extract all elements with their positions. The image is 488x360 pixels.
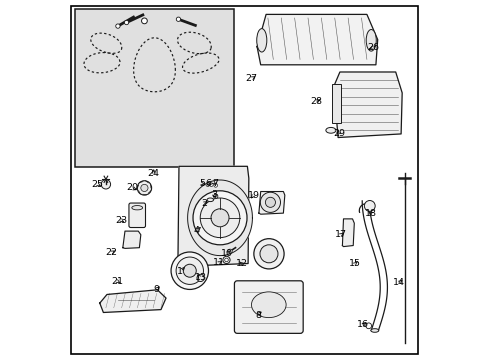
Circle shape [211,209,228,227]
Polygon shape [258,192,284,214]
Polygon shape [257,14,377,65]
Circle shape [200,198,239,238]
Circle shape [253,239,284,269]
Text: 17: 17 [334,230,346,239]
Text: 15: 15 [348,259,361,268]
Ellipse shape [132,206,142,210]
Text: 7: 7 [211,179,218,188]
Ellipse shape [325,127,335,133]
Text: 20: 20 [126,184,138,192]
Ellipse shape [256,29,266,52]
Ellipse shape [370,329,378,332]
Text: 19: 19 [247,191,259,199]
Circle shape [265,197,275,207]
Ellipse shape [251,292,285,318]
Text: 24: 24 [147,169,160,178]
Text: 12: 12 [235,259,247,268]
Ellipse shape [366,30,375,51]
Circle shape [124,21,128,25]
FancyBboxPatch shape [234,281,303,333]
Ellipse shape [206,198,213,202]
Polygon shape [187,180,252,256]
Text: 13: 13 [194,274,206,282]
Text: 6: 6 [205,179,211,188]
Text: 22: 22 [105,248,117,257]
Circle shape [364,201,374,211]
Circle shape [224,258,228,262]
Circle shape [260,192,280,212]
Circle shape [223,256,230,264]
Polygon shape [333,72,401,138]
Text: 2: 2 [201,199,207,208]
Text: 4: 4 [194,226,200,235]
Text: 1: 1 [177,267,183,276]
Circle shape [193,191,246,245]
Text: 18: 18 [364,209,376,217]
Circle shape [197,274,204,282]
Circle shape [365,323,371,329]
Circle shape [205,183,209,186]
Circle shape [176,257,203,284]
Polygon shape [100,290,166,312]
Text: 28: 28 [310,97,322,106]
Polygon shape [342,219,354,247]
Circle shape [101,180,110,189]
Text: 11: 11 [213,258,225,267]
Circle shape [141,184,148,192]
Circle shape [171,252,208,289]
Circle shape [227,249,232,253]
Text: 16: 16 [357,320,368,329]
Polygon shape [122,231,141,248]
FancyBboxPatch shape [129,203,145,228]
Text: 25: 25 [91,180,103,189]
Bar [75,9,233,167]
Text: 9: 9 [153,285,159,294]
Circle shape [176,17,180,21]
Polygon shape [178,166,248,266]
Circle shape [209,183,213,186]
Circle shape [183,264,196,277]
Text: 29: 29 [332,129,344,138]
Circle shape [260,245,277,263]
Text: 14: 14 [392,278,405,287]
Circle shape [213,194,218,198]
Text: 21: 21 [112,277,123,286]
Text: 5: 5 [199,179,204,188]
Circle shape [137,181,151,195]
Text: 27: 27 [245,74,257,83]
Bar [331,84,340,123]
Circle shape [141,18,147,24]
Circle shape [213,184,217,187]
Text: 26: 26 [366,43,379,52]
Circle shape [116,24,120,28]
Text: 3: 3 [210,190,217,199]
Text: 8: 8 [255,310,261,320]
Text: 23: 23 [115,216,127,225]
Text: 10: 10 [221,249,233,258]
